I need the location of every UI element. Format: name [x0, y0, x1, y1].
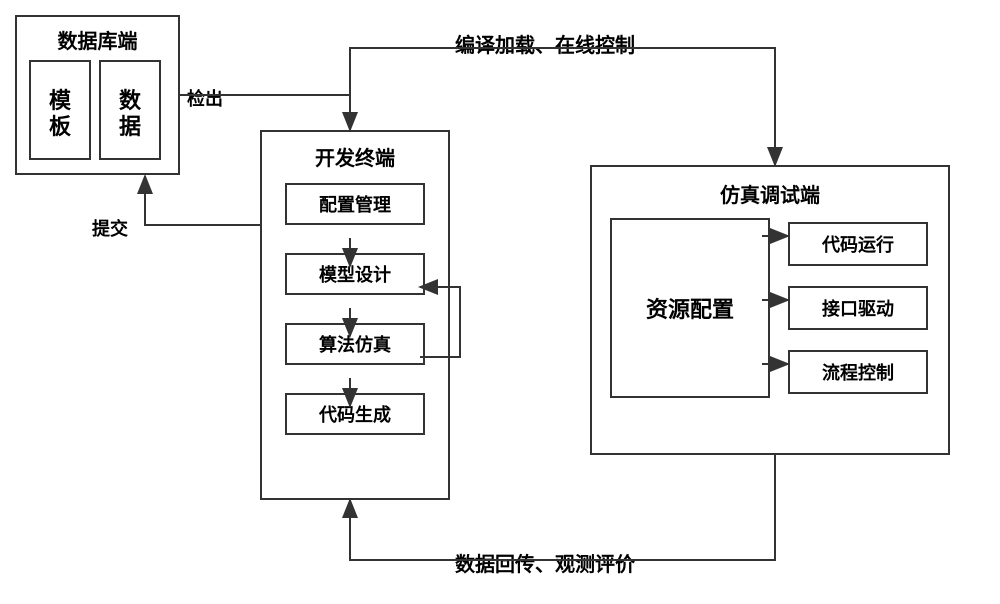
debug-resource-config: 资源配置 — [610, 218, 770, 398]
label-checkout: 检出 — [187, 85, 223, 111]
database-item-template: 模板 — [29, 60, 91, 160]
dev-terminal-title: 开发终端 — [262, 142, 448, 171]
database-panel: 数据库端 模板 数据 — [15, 15, 180, 175]
debug-item-run: 代码运行 — [788, 222, 928, 266]
database-items: 模板 数据 — [17, 60, 178, 160]
dev-step-model: 模型设计 — [285, 253, 425, 295]
dev-step-sim: 算法仿真 — [285, 323, 425, 365]
debug-item-flow: 流程控制 — [788, 350, 928, 394]
label-compile-load: 编译加载、在线控制 — [455, 29, 635, 58]
database-title: 数据库端 — [17, 25, 178, 54]
dev-step-config: 配置管理 — [285, 183, 425, 225]
label-submit: 提交 — [92, 215, 128, 241]
label-data-return: 数据回传、观测评价 — [455, 548, 635, 577]
dev-step-codegen: 代码生成 — [285, 393, 425, 435]
debug-item-interface: 接口驱动 — [788, 286, 928, 330]
dev-terminal-panel: 开发终端 配置管理 模型设计 算法仿真 代码生成 — [260, 130, 450, 500]
debug-terminal-panel: 仿真调试端 资源配置 代码运行 接口驱动 流程控制 — [590, 165, 950, 455]
dev-steps: 配置管理 模型设计 算法仿真 代码生成 — [262, 183, 448, 435]
debug-terminal-title: 仿真调试端 — [592, 179, 948, 208]
database-item-data: 数据 — [99, 60, 161, 160]
debug-body: 资源配置 代码运行 接口驱动 流程控制 — [592, 218, 948, 398]
debug-right-list: 代码运行 接口驱动 流程控制 — [788, 222, 928, 394]
